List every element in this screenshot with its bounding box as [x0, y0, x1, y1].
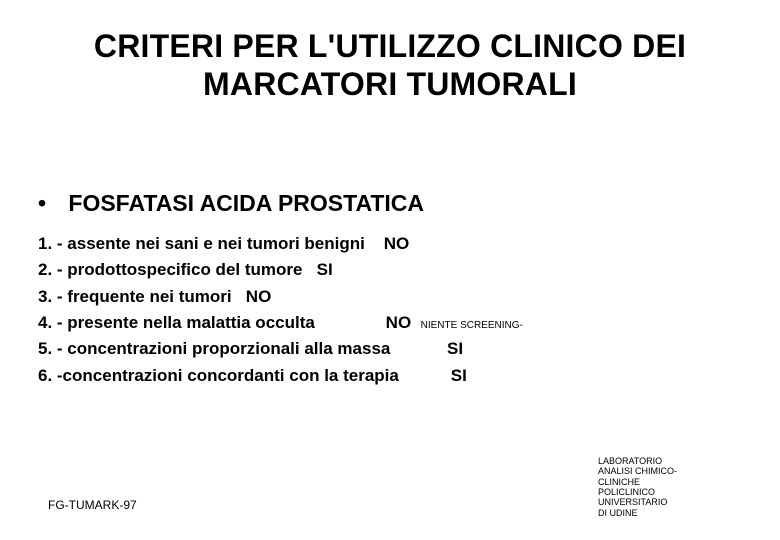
title-line-2: MARCATORI TUMORALI	[203, 66, 577, 102]
criteria-text: 3. - frequente nei tumori NO	[38, 287, 271, 306]
screening-note: NIENTE SCREENING-	[421, 320, 523, 331]
criteria-item: 1. - assente nei sani e nei tumori benig…	[38, 231, 740, 257]
footer-line: CLINICHE	[598, 477, 698, 487]
footer-line: POLICLINICO	[598, 487, 698, 497]
footer-line: DI UDINE	[598, 508, 698, 518]
criteria-text: 4. - presente nella malattia occulta NO	[38, 313, 421, 332]
footer-line: UNIVERSITARIO	[598, 497, 698, 507]
criteria-text: 6. -concentrazioni concordanti con la te…	[38, 366, 467, 385]
footer-code: FG-TUMARK-97	[48, 498, 137, 512]
criteria-text: 1. - assente nei sani e nei tumori benig…	[38, 234, 409, 253]
criteria-item: 2. - prodottospecifico del tumore SI	[38, 257, 740, 283]
criteria-text: 2. - prodottospecifico del tumore SI	[38, 260, 333, 279]
bullet-dot-icon: •	[38, 190, 62, 217]
section-heading: FOSFATASI ACIDA PROSTATICA	[68, 190, 424, 216]
criteria-text: 5. - concentrazioni proporzionali alla m…	[38, 339, 463, 358]
footer-institution: LABORATORIO ANALISI CHIMICO- CLINICHE PO…	[598, 456, 698, 518]
footer-line: ANALISI CHIMICO-	[598, 466, 698, 476]
title-line-1: CRITERI PER L'UTILIZZO CLINICO DEI	[94, 28, 686, 64]
criteria-list: 1. - assente nei sani e nei tumori benig…	[38, 231, 740, 389]
slide: CRITERI PER L'UTILIZZO CLINICO DEI MARCA…	[0, 0, 780, 540]
criteria-item: 6. -concentrazioni concordanti con la te…	[38, 363, 740, 389]
slide-title: CRITERI PER L'UTILIZZO CLINICO DEI MARCA…	[0, 28, 780, 104]
footer-line: LABORATORIO	[598, 456, 698, 466]
content-section: • FOSFATASI ACIDA PROSTATICA 1. - assent…	[38, 190, 740, 389]
criteria-item: 4. - presente nella malattia occulta NO …	[38, 310, 740, 336]
criteria-item: 5. - concentrazioni proporzionali alla m…	[38, 336, 740, 362]
section-heading-row: • FOSFATASI ACIDA PROSTATICA	[38, 190, 740, 217]
criteria-item: 3. - frequente nei tumori NO	[38, 284, 740, 310]
